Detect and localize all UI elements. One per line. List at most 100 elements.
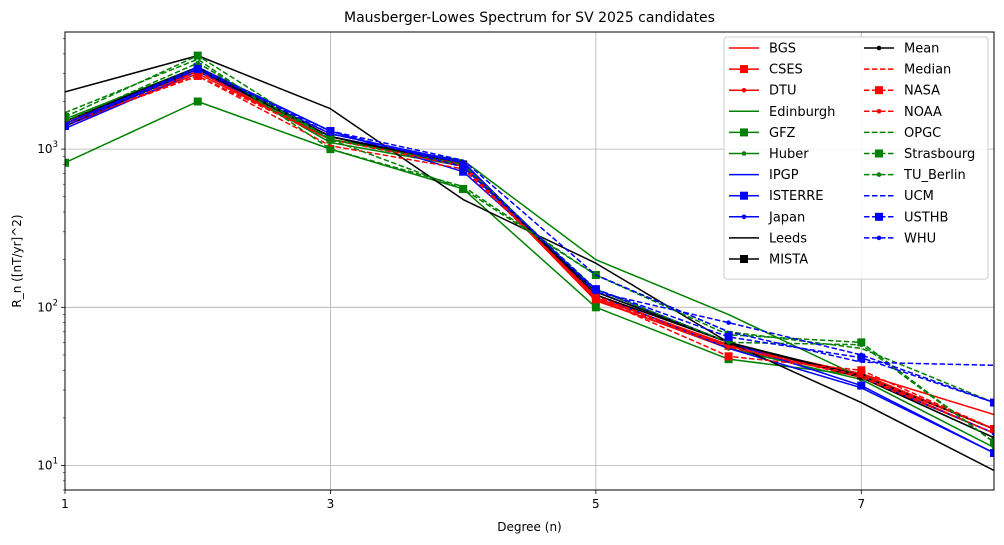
legend-label: OPGC <box>904 126 941 141</box>
x-tick-label: 5 <box>592 497 600 511</box>
data-point-noaa <box>593 295 599 301</box>
data-point-usthb <box>857 353 866 362</box>
legend-label: GFZ <box>769 126 796 141</box>
legend-marker <box>876 45 882 51</box>
data-point-usthb <box>459 163 468 172</box>
legend-item-leeds: Leeds <box>729 231 807 246</box>
legend-marker <box>740 191 748 200</box>
data-point-noaa <box>726 344 731 350</box>
legend-item-usthb: USTHB <box>864 210 948 225</box>
data-point-nasa <box>857 366 866 375</box>
x-tick-label: 3 <box>327 497 335 511</box>
legend-marker <box>740 255 748 263</box>
data-point-tu-berlin <box>328 137 333 142</box>
data-point-isterre <box>990 448 994 457</box>
data-point-whu <box>858 352 864 358</box>
series-line-strasbourg <box>65 54 994 443</box>
data-point-noaa <box>991 426 994 432</box>
y-axis: 101 102 103 <box>37 38 65 491</box>
data-point-strasbourg <box>193 51 202 60</box>
data-point-strasbourg <box>459 184 468 193</box>
legend-label: Leeds <box>769 231 807 246</box>
legend-label: DTU <box>769 84 796 99</box>
series-whu <box>65 64 994 405</box>
legend-item-nasa: NASA <box>864 84 940 99</box>
legend-item-dtu: DTU <box>729 84 796 99</box>
legend-item-strasbourg: Strasbourg <box>864 147 975 162</box>
legend-label: Huber <box>769 147 809 162</box>
legend: BGS CSES DTU Edinburgh GFZ Huber IPGP ISTERRE Ja… <box>723 36 989 280</box>
data-point-whu <box>991 400 994 405</box>
data-point-gfz <box>65 158 69 167</box>
data-point-whu <box>593 289 599 295</box>
legend-item-bgs: BGS <box>729 42 796 57</box>
legend-item-gfz: GFZ <box>729 126 796 141</box>
data-point-whu <box>460 160 466 166</box>
chart-title: Mausberger-Lowes Spectrum for SV 2025 ca… <box>344 10 715 26</box>
series-median <box>65 75 994 434</box>
data-point-nasa <box>193 71 202 80</box>
data-point-usthb <box>326 127 335 136</box>
data-point-whu <box>726 320 731 325</box>
series-opgc <box>65 58 994 404</box>
data-point-whu <box>328 131 333 137</box>
legend-marker <box>741 87 747 93</box>
legend-item-mean: Mean <box>864 42 939 57</box>
data-point-gfz <box>193 97 202 106</box>
legend-label: NOAA <box>904 105 942 120</box>
legend-marker <box>740 128 748 137</box>
data-point-tu-berlin <box>991 440 994 445</box>
y-tick-label: 103 <box>37 140 58 156</box>
series-line-whu <box>65 66 994 404</box>
series-line-median <box>65 75 994 434</box>
data-point-usthb <box>591 285 600 294</box>
x-tick-label: 7 <box>857 497 865 511</box>
legend-marker <box>741 151 747 156</box>
data-point-noaa <box>858 373 864 378</box>
data-point-gfz <box>326 145 335 154</box>
legend-marker <box>876 109 882 114</box>
data-point-tu-berlin <box>726 340 731 345</box>
legend-item-opgc: OPGC <box>864 126 941 141</box>
legend-label: WHU <box>904 231 936 246</box>
legend-marker <box>876 172 882 177</box>
legend-label: ISTERRE <box>769 189 824 204</box>
legend-item-median: Median <box>864 63 951 78</box>
legend-item-tu-berlin: TU_Berlin <box>864 168 966 183</box>
plot-frame <box>64 31 995 491</box>
legend-item-huber: Huber <box>729 147 809 162</box>
legend-label: NASA <box>904 84 940 99</box>
series-line-ucm <box>65 68 994 367</box>
legend-item-edinburgh: Edinburgh <box>729 105 835 120</box>
data-point-usthb <box>65 122 69 131</box>
legend-item-whu: WHU <box>864 231 936 246</box>
legend-label: IPGP <box>769 168 799 183</box>
legend-label: UCM <box>904 189 934 204</box>
legend-item-ipgp: IPGP <box>729 168 799 183</box>
data-point-whu <box>65 121 68 126</box>
y-tick-label: 102 <box>37 298 58 314</box>
x-axis: 1 3 5 7 <box>61 490 865 511</box>
legend-label: Mean <box>904 42 939 57</box>
data-point-whu <box>195 64 201 70</box>
legend-item-japan: Japan <box>729 210 805 225</box>
legend-marker <box>741 214 747 220</box>
legend-label: Strasbourg <box>904 147 975 162</box>
data-point-tu-berlin <box>858 342 864 348</box>
legend-label: CSES <box>769 63 803 78</box>
data-point-tu-berlin <box>195 60 201 66</box>
legend-label: Median <box>904 63 951 78</box>
x-axis-label: Degree (n) <box>497 520 561 534</box>
data-point-strasbourg <box>65 112 69 121</box>
y-tick-label: 101 <box>37 456 58 472</box>
data-point-nasa <box>724 352 733 361</box>
legend-marker <box>876 235 882 241</box>
x-tick-label: 1 <box>61 497 69 511</box>
legend-label: TU_Berlin <box>903 168 966 183</box>
plot-area <box>65 51 994 472</box>
legend-box <box>723 36 989 280</box>
legend-marker <box>875 212 883 221</box>
data-point-usthb <box>724 332 733 341</box>
legend-item-noaa: NOAA <box>864 105 942 120</box>
